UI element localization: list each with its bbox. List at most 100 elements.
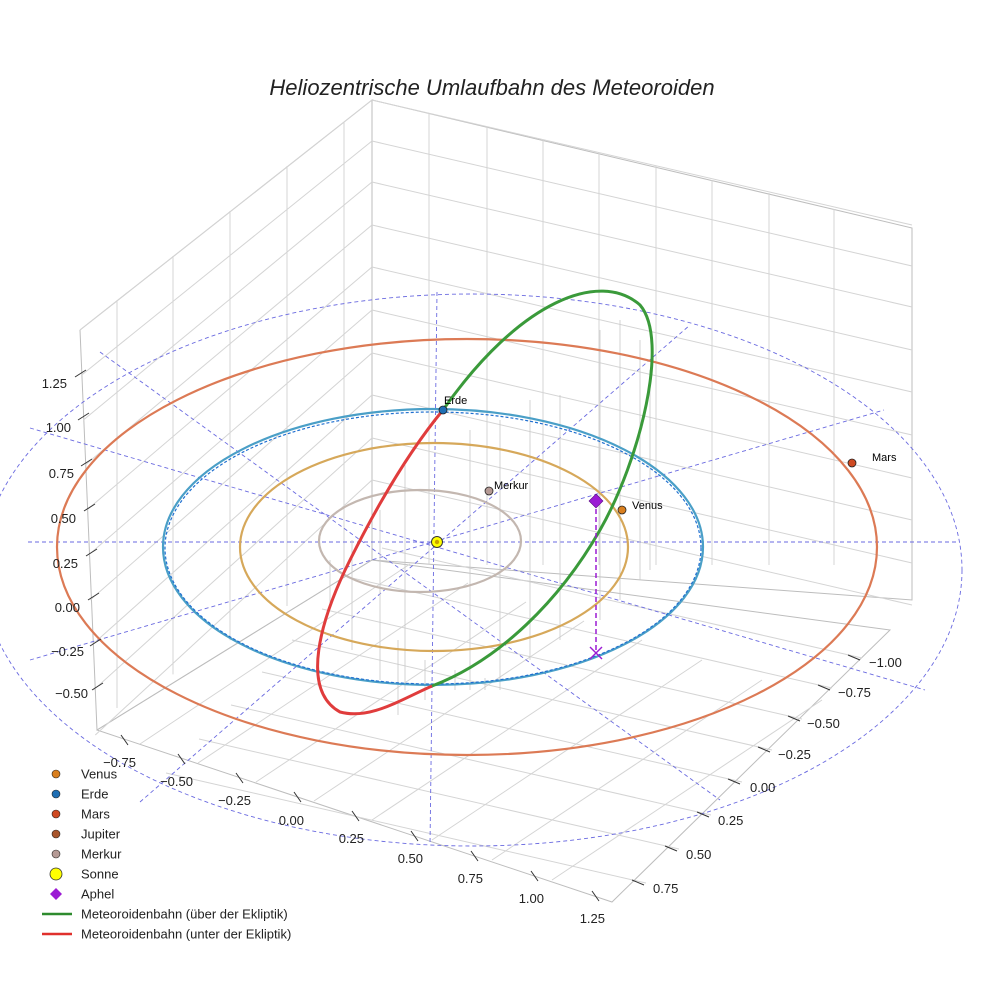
ecliptic-reference xyxy=(0,291,963,847)
legend-item: Sonne xyxy=(49,867,119,882)
grid-line xyxy=(165,772,647,884)
orbit-merkur xyxy=(317,488,523,594)
legend-item: Venus xyxy=(51,767,118,782)
z-tick-label: 1.00 xyxy=(46,420,71,435)
legend-dot-icon xyxy=(51,769,61,779)
planet-label-erde: Erde xyxy=(444,395,467,407)
grid-line xyxy=(371,99,913,226)
legend-dot-icon xyxy=(51,789,61,799)
grid-lines xyxy=(79,99,913,884)
orbit-mars xyxy=(55,337,879,757)
grid-line xyxy=(431,659,703,841)
grid-line xyxy=(371,639,643,821)
grid-line xyxy=(381,547,863,659)
legend-dot-icon xyxy=(51,809,61,819)
y-tick-mark xyxy=(631,879,645,886)
legend-item: Mars xyxy=(51,807,110,822)
z-tick-mark xyxy=(89,638,102,647)
aphelion-projection-marker xyxy=(589,646,603,660)
planet-label-merkur: Merkur xyxy=(494,480,529,492)
y-tick-label: −0.25 xyxy=(778,747,811,762)
legend-item: Merkur xyxy=(51,847,122,862)
z-tick-mark xyxy=(80,458,93,467)
grid-line xyxy=(371,352,913,479)
x-tick-mark xyxy=(591,890,600,902)
grid-line xyxy=(351,577,833,689)
legend: Venus Erde Mars Jupiter Merkur Sonne Aphel Mete… xyxy=(42,767,291,942)
z-tick-label: −0.50 xyxy=(55,686,88,701)
y-tick-mark xyxy=(787,715,801,722)
z-tick-mark xyxy=(85,548,98,557)
grid-line xyxy=(198,738,680,850)
ecliptic-axis-line xyxy=(99,351,721,801)
grid-line xyxy=(371,181,913,308)
ecliptic-outer-circle xyxy=(0,293,963,847)
y-tick-label: −0.75 xyxy=(838,685,871,700)
grid-line xyxy=(371,140,913,267)
y-tick-mark xyxy=(817,684,831,691)
legend-label: Sonne xyxy=(81,867,119,882)
grid-line xyxy=(291,639,773,751)
x-axis: −0.75 −0.50 −0.25 0.00 0.25 0.50 0.75 1.… xyxy=(103,734,605,926)
x-tick-label: −0.75 xyxy=(103,755,136,770)
legend-item: Meteoroidenbahn (über der Ekliptik) xyxy=(42,907,288,922)
y-tick-label: −1.00 xyxy=(869,655,902,670)
grid-line xyxy=(371,224,913,351)
aphelion-marker xyxy=(588,493,604,509)
legend-dot-icon xyxy=(51,829,61,839)
floor-outline xyxy=(96,559,892,903)
z-tick-label: 0.25 xyxy=(53,556,78,571)
x-tick-label: 1.25 xyxy=(580,911,605,926)
y-tick-label: 0.50 xyxy=(686,847,711,862)
legend-label: Venus xyxy=(81,767,118,782)
x-tick-label: −0.25 xyxy=(218,793,251,808)
legend-item: Erde xyxy=(51,787,108,802)
y-tick-mark xyxy=(847,654,861,661)
legend-label: Meteoroidenbahn (über der Ekliptik) xyxy=(81,907,288,922)
planet-labels: Erde Merkur Venus Mars xyxy=(444,395,897,512)
x-tick-label: 0.75 xyxy=(458,871,483,886)
x-tick-mark xyxy=(410,830,419,842)
grid-line xyxy=(79,99,373,331)
z-tick-mark xyxy=(83,503,96,512)
z-tick-mark xyxy=(77,412,90,421)
legend-dot-icon xyxy=(51,849,61,859)
grid-line xyxy=(491,679,763,861)
y-tick-mark xyxy=(757,746,771,753)
grid-line xyxy=(84,224,373,466)
legend-label: Jupiter xyxy=(81,827,121,842)
meteoroid-orbit-above xyxy=(431,289,654,688)
ecliptic-axis-line xyxy=(139,324,691,803)
orbit-venus xyxy=(238,441,630,653)
grid-line xyxy=(313,620,585,802)
grid-line xyxy=(261,671,743,783)
legend-item: Meteoroidenbahn (unter der Ekliptik) xyxy=(42,927,291,942)
z-tick-label: 0.00 xyxy=(55,600,80,615)
y-axis: −1.00 −0.75 −0.50 −0.25 0.00 0.25 0.50 0… xyxy=(631,654,902,896)
grid-line xyxy=(551,699,823,881)
chart-title: Heliozentrische Umlaufbahn des Meteoroid… xyxy=(269,75,714,100)
planet-label-venus: Venus xyxy=(632,500,663,512)
ecliptic-axis-line xyxy=(29,427,926,691)
planet-label-mars: Mars xyxy=(872,452,897,464)
grid-line xyxy=(139,563,411,745)
grid-line xyxy=(371,309,913,436)
x-tick-label: 0.00 xyxy=(279,813,304,828)
y-tick-mark xyxy=(664,845,678,852)
y-tick-label: 0.25 xyxy=(718,813,743,828)
grid-line xyxy=(93,437,373,691)
mercury-marker xyxy=(484,486,494,496)
planet-orbits xyxy=(55,337,879,757)
earth-marker xyxy=(438,405,448,415)
x-tick-label: 0.25 xyxy=(339,831,364,846)
grid-line xyxy=(371,266,913,393)
y-tick-label: 0.00 xyxy=(750,780,775,795)
legend-label: Erde xyxy=(81,787,108,802)
x-tick-label: 0.50 xyxy=(398,851,423,866)
grid-line xyxy=(197,582,469,764)
y-tick-label: −0.50 xyxy=(807,716,840,731)
grid-line xyxy=(230,704,712,816)
ecliptic-axis-line xyxy=(429,291,438,846)
x-tick-label: −0.50 xyxy=(160,774,193,789)
